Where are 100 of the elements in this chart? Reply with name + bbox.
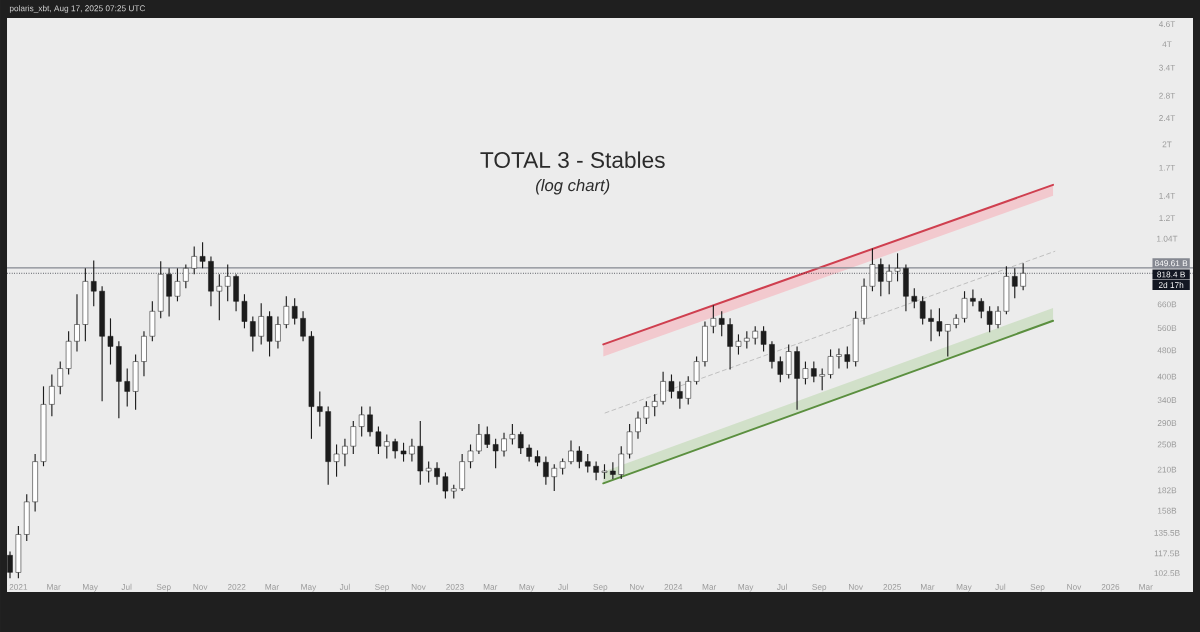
candlestick: [375, 426, 382, 455]
candlestick: [434, 461, 440, 486]
candlestick: [576, 445, 583, 469]
x-tick-label: Jul: [121, 583, 132, 590]
y-tick-label: 117.5B: [1154, 550, 1180, 557]
candlestick: [995, 305, 1001, 329]
candlestick: [216, 273, 223, 321]
candlestick: [660, 371, 666, 405]
candlestick: [350, 420, 357, 455]
y-tick-label: 1.04T: [1157, 235, 1178, 242]
y-tick-label: 660B: [1157, 301, 1177, 308]
candlestick: [199, 241, 206, 269]
y-tick-label: 2.4T: [1159, 115, 1176, 121]
candlestick: [693, 355, 700, 385]
candlestick: [970, 288, 976, 307]
candlestick: [827, 348, 834, 380]
candlestick: [593, 461, 599, 481]
x-tick-label: Mar: [483, 584, 498, 590]
candlestick: [283, 295, 290, 329]
candlestick: [501, 432, 507, 458]
y-tick-label: 560B: [1157, 325, 1177, 331]
candlestick: [517, 431, 524, 455]
ref-line-label: 849.61 B: [1154, 260, 1188, 267]
candlestick: [400, 442, 407, 463]
annotation: 2d 17h: [1158, 281, 1184, 289]
x-tick-label: May: [956, 584, 972, 592]
candlestick: [677, 380, 683, 410]
candlestick: [618, 445, 625, 480]
x-tick-label: Sep: [1030, 584, 1045, 592]
x-tick-label: 2024: [664, 584, 683, 590]
x-tick-label: May: [519, 584, 535, 592]
candlestick: [836, 347, 842, 370]
candlestick: [551, 463, 558, 492]
candlestick: [384, 433, 390, 459]
candlestick: [626, 423, 633, 459]
x-tick-label: Jul: [776, 583, 787, 590]
candlestick: [961, 290, 968, 324]
x-tick-label: 2023: [446, 584, 464, 590]
x-tick-label: Mar: [265, 584, 279, 590]
candlestick: [342, 438, 348, 467]
y-tick-label: 1.4T: [1159, 192, 1176, 199]
candlestick: [509, 423, 516, 446]
y-tick-label: 3.4T: [1159, 64, 1176, 71]
text: TOTAL 3 - Stables: [480, 151, 665, 169]
candlestick: [928, 308, 934, 342]
candlestick: [250, 315, 256, 353]
candlestick: [685, 375, 691, 405]
candlestick: [735, 333, 742, 356]
candlestick: [476, 423, 482, 455]
candlestick: [74, 293, 80, 353]
candlestick: [635, 411, 641, 440]
candlestick: [710, 304, 717, 334]
candlestick: [333, 443, 340, 478]
x-tick-label: Nov: [630, 584, 645, 590]
x-tick-label: Mar: [1139, 584, 1153, 590]
candlestick: [442, 471, 449, 500]
x-tick-label: May: [738, 584, 754, 592]
y-tick-label: 290B: [1157, 420, 1177, 426]
x-tick-label: Nov: [1067, 584, 1082, 590]
y-tick-label: 480B: [1157, 347, 1177, 354]
candlestick: [275, 315, 281, 350]
candlestick: [844, 345, 851, 370]
candlestick: [811, 360, 817, 383]
y-tick-label: 2T: [1162, 141, 1172, 148]
candlestick: [568, 439, 574, 465]
candlestick: [425, 461, 432, 484]
x-tick-label: Jul: [995, 583, 1006, 590]
candlestick: [258, 302, 264, 345]
x-tick-label: Mar: [702, 584, 717, 590]
y-tick-label: 158B: [1157, 507, 1177, 514]
text: polaris_xbt, Aug 17, 2025 07:25 UTC: [9, 5, 146, 13]
candlestick: [49, 373, 55, 417]
text: (log chart): [536, 178, 610, 195]
candlestick: [919, 295, 926, 326]
candlestick: [317, 390, 323, 428]
candlestick: [409, 438, 415, 463]
x-tick-label: Sep: [375, 584, 390, 592]
x-tick-label: Jul: [339, 583, 350, 590]
candlestick: [492, 438, 499, 469]
x-tick-label: 2021: [9, 584, 28, 590]
y-tick-label: 340B: [1157, 397, 1177, 404]
candlestick: [241, 293, 248, 329]
candlestick: [643, 400, 650, 425]
candlestick: [300, 310, 306, 342]
x-tick-label: 2026: [1101, 584, 1120, 590]
ref-line-label: 818.4 B: [1157, 271, 1185, 278]
candlestick: [543, 455, 549, 486]
candlestick: [668, 373, 675, 399]
candlestick: [484, 426, 491, 449]
x-tick-label: Nov: [411, 584, 426, 590]
x-tick-label: Mar: [47, 584, 61, 590]
candlestick: [727, 317, 733, 371]
candlestick: [819, 367, 825, 391]
y-tick-label: 210B: [1157, 466, 1177, 473]
x-tick-label: 2022: [227, 584, 246, 590]
candlestick: [367, 406, 373, 438]
candlestick: [911, 287, 918, 309]
y-tick-label: 4.6T: [1158, 21, 1176, 28]
y-tick-label: 2.8T: [1159, 92, 1176, 99]
candlestick: [358, 406, 365, 438]
